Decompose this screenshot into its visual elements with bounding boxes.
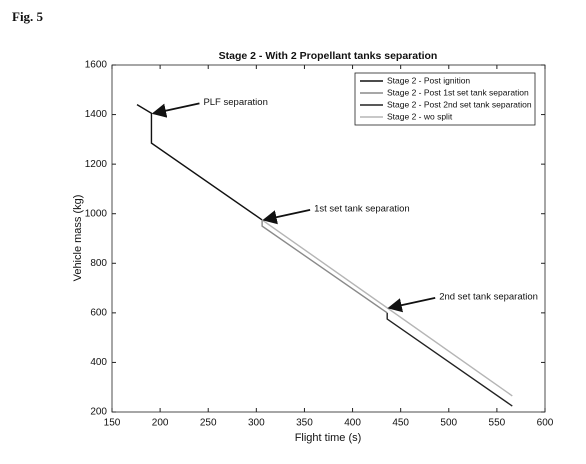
annotation-text: 1st set tank separation [314, 203, 410, 214]
y-tick-label: 1600 [85, 60, 108, 71]
chart: Fig. 5 Stage 2 - With 2 Propellant tanks… [0, 0, 586, 464]
y-tick-label: 400 [90, 357, 107, 368]
x-tick-label: 500 [440, 418, 457, 429]
chart-title: Stage 2 - With 2 Propellant tanks separa… [219, 50, 438, 62]
x-tick-label: 450 [392, 418, 409, 429]
legend-label: Stage 2 - Post 1st set tank separation [387, 87, 529, 97]
y-tick-label: 200 [90, 407, 107, 418]
x-tick-label: 300 [248, 418, 265, 429]
x-axis-label: Flight time (s) [295, 432, 362, 444]
x-tick-label: 550 [489, 418, 506, 429]
x-tick-label: 250 [200, 418, 217, 429]
annotation-text: 2nd set tank separation [439, 291, 538, 302]
legend-label: Stage 2 - Post ignition [387, 75, 470, 85]
x-tick-label: 400 [344, 418, 361, 429]
y-tick-label: 1000 [85, 208, 108, 219]
x-tick-label: 150 [104, 418, 121, 429]
y-tick-label: 600 [90, 307, 107, 318]
figure-label: Fig. 5 [12, 9, 44, 24]
x-tick-label: 200 [152, 418, 169, 429]
y-tick-label: 1400 [85, 109, 108, 120]
legend-label: Stage 2 - wo split [387, 111, 453, 121]
x-tick-label: 350 [296, 418, 313, 429]
x-tick-label: 600 [537, 418, 554, 429]
y-tick-label: 800 [90, 258, 107, 269]
y-tick-label: 1200 [85, 159, 108, 170]
y-axis-label: Vehicle mass (kg) [72, 195, 84, 282]
legend-label: Stage 2 - Post 2nd set tank separation [387, 99, 532, 109]
annotation-text: PLF separation [203, 97, 267, 108]
